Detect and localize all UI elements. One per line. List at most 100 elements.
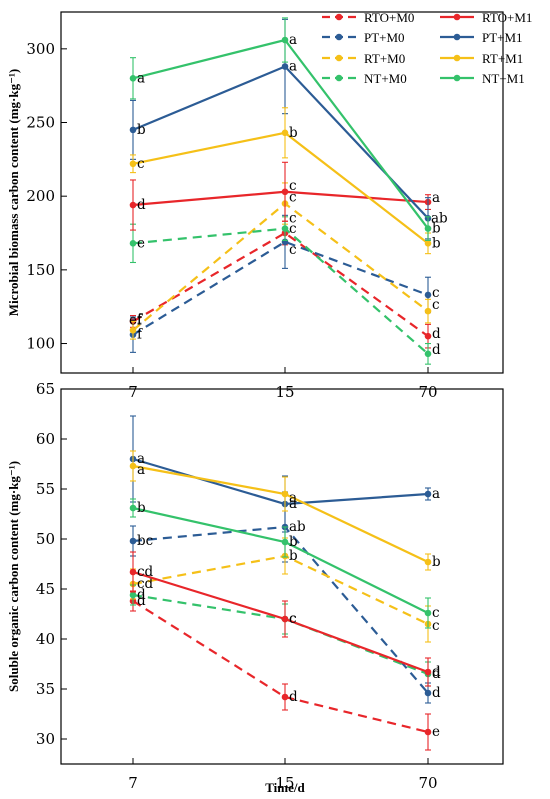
series-line: [132, 457, 429, 506]
legend-label: RTO+M0: [364, 10, 414, 25]
data-point: [281, 490, 289, 498]
y-tick-label: 65: [36, 380, 55, 398]
legend-marker: [453, 74, 461, 82]
legend: RTO+M0 PT+M0 RT+M0 NT+M0 RTO+M1 PT+M1 RT+M1 NT+…: [322, 10, 532, 86]
data-point: [129, 75, 137, 82]
data-point: [424, 350, 432, 358]
significance-label: d: [432, 326, 441, 342]
data-point: [424, 225, 432, 232]
data-point: [424, 490, 432, 498]
significance-label: cd: [137, 564, 154, 580]
y-tick-label: 250: [26, 114, 55, 132]
y-tick-label: 40: [36, 630, 55, 648]
significance-label: d: [137, 593, 146, 609]
significance-label: a: [432, 486, 440, 502]
data-point: [129, 462, 137, 470]
data-point: [129, 591, 137, 599]
legend-marker: [453, 54, 461, 62]
data-point: [281, 615, 289, 623]
legend-marker: [335, 74, 343, 82]
legend-label: PT+M1: [482, 30, 523, 45]
plot-frame: [60, 11, 504, 374]
significance-label: e: [432, 724, 440, 740]
data-point: [129, 160, 137, 168]
data-point: [424, 689, 432, 697]
significance-label: a: [289, 490, 297, 506]
significance-label: c: [137, 156, 145, 172]
significance-label: d: [137, 587, 146, 603]
significance-label: b: [432, 554, 441, 570]
data-point: [424, 609, 432, 617]
significance-label: d: [432, 664, 441, 680]
legend-marker: [453, 33, 461, 41]
significance-label: c: [289, 611, 297, 627]
y-tick-label: 200: [26, 187, 55, 205]
series-rto-m1: d c a: [129, 161, 440, 231]
significance-label: c: [289, 178, 297, 194]
significance-label: d: [137, 197, 146, 213]
y-tick-label: 150: [26, 261, 55, 279]
significance-label: c: [432, 285, 440, 301]
series-line: [132, 525, 429, 694]
data-point: [424, 291, 432, 299]
significance-label: b: [289, 548, 298, 564]
significance-label: c: [432, 605, 440, 621]
significance-label: c: [289, 211, 297, 227]
series-line: [132, 240, 429, 336]
series-nt-m1: aab: [129, 17, 441, 241]
chart-panel-2: 30 35 40 45 50 55 60 65 7 15 70 Soluble organic car…: [6, 380, 504, 795]
data-point: [129, 126, 137, 134]
significance-label: b: [432, 235, 441, 251]
legend-label: RTO+M1: [482, 10, 532, 25]
significance-label: c: [289, 611, 297, 627]
significance-label: ab: [431, 210, 448, 226]
data-point: [129, 504, 137, 512]
significance-label: f: [137, 327, 143, 343]
significance-label: b: [137, 122, 146, 138]
data-point: [281, 693, 289, 701]
significance-label: c: [289, 221, 297, 237]
series-nt-m1: bbc: [129, 498, 440, 629]
significance-label: bc: [137, 533, 153, 549]
significance-label: c: [432, 618, 440, 634]
legend-marker: [453, 13, 461, 21]
y-tick-label: 30: [36, 730, 55, 748]
significance-label: a: [289, 496, 297, 512]
data-point: [129, 326, 137, 334]
data-point: [424, 240, 432, 247]
data-point: [129, 537, 137, 545]
series-line: [132, 600, 429, 734]
data-point: [281, 538, 289, 546]
x-tick-label: 15: [275, 383, 294, 401]
significance-label: a: [137, 70, 145, 86]
chart-panel-1: 100 150 200 250 300 7 15 70 Microbial biomass ca…: [6, 10, 532, 401]
data-point: [424, 332, 432, 340]
series-line: [132, 202, 429, 332]
series-line: [132, 227, 429, 355]
significance-label: a: [432, 190, 440, 206]
legend-label: RT+M1: [482, 51, 523, 66]
significance-label: ef: [129, 312, 143, 328]
series-line: [132, 464, 429, 563]
series-line: [132, 231, 429, 338]
significance-label: c: [432, 297, 440, 313]
significance-label: b: [289, 125, 298, 141]
x-tick-label: 15: [275, 774, 294, 792]
data-point: [424, 558, 432, 566]
data-point: [281, 129, 289, 137]
series-rt-m1: c b b: [129, 107, 441, 255]
y-axis-title: Soluble organic carbon content (mg·kg⁻¹): [6, 461, 21, 692]
data-point: [281, 225, 289, 232]
series-line: [132, 506, 429, 614]
x-tick-label: 7: [128, 383, 138, 401]
significance-label: c: [289, 242, 297, 258]
significance-label: a: [137, 462, 145, 478]
x-tick-label: 70: [418, 774, 437, 792]
x-tick-label: 7: [128, 774, 138, 792]
significance-label: a: [289, 32, 297, 48]
significance-label: a: [289, 59, 297, 75]
legend-label: NT+M0: [364, 71, 407, 86]
data-point: [281, 36, 289, 44]
